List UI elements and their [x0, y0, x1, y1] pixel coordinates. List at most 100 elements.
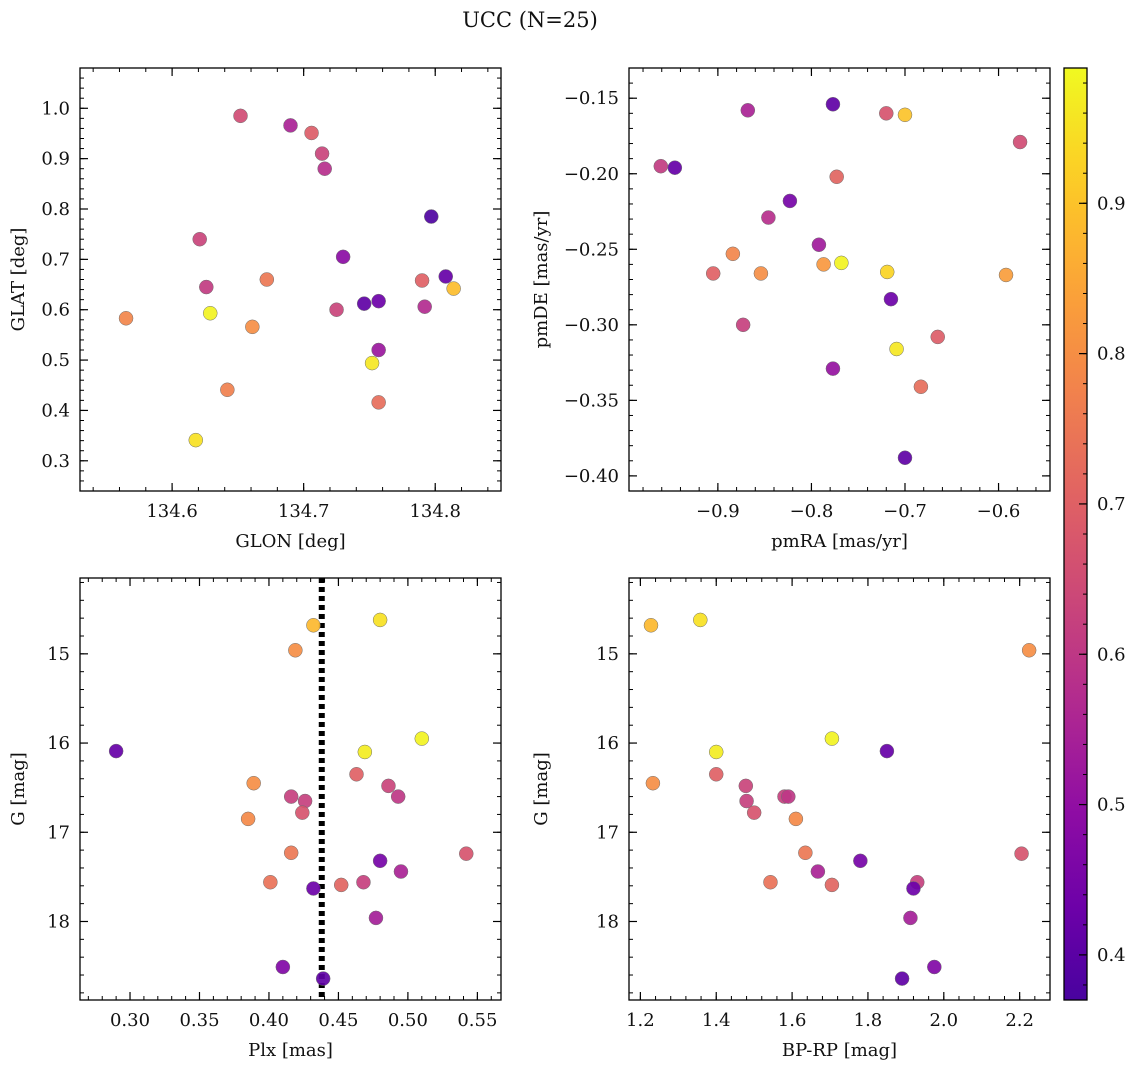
scatter-point — [438, 269, 453, 284]
scatter-point — [816, 257, 831, 272]
scatter-point — [761, 210, 776, 225]
x-tick-label: 1.6 — [778, 1010, 807, 1031]
x-tick-label: −0.9 — [696, 501, 740, 522]
y-tick-label: −0.40 — [564, 466, 619, 487]
scatter-point — [295, 805, 310, 820]
scatter-point — [459, 846, 474, 861]
scatter-point — [283, 789, 299, 804]
scatter-point — [263, 874, 278, 890]
scatter-point — [811, 237, 827, 253]
scatter-point — [220, 382, 235, 398]
x-tick-label: −0.6 — [977, 501, 1021, 522]
colorbar: 0.4 0.5 0.6 0.7 0.8 0.9 — [1063, 67, 1126, 1001]
scatter-point — [381, 778, 396, 794]
y-tick-label: 15 — [47, 644, 70, 665]
scatter-point — [333, 877, 349, 893]
scatter-point — [735, 317, 751, 333]
y-tick-label: 16 — [47, 733, 70, 754]
scatter-point — [446, 281, 461, 296]
y-tick-label: 0.6 — [41, 300, 70, 321]
scatter-point — [824, 877, 840, 893]
colorbar-tick-label: 0.4 — [1097, 945, 1126, 966]
scatter-point — [829, 169, 844, 185]
scatter-point — [998, 267, 1014, 283]
x-axis-label: GLON [deg] — [235, 531, 345, 552]
x-tick-label: 0.45 — [318, 1010, 358, 1031]
scatter-point — [371, 395, 386, 410]
scatter-points — [108, 612, 474, 986]
x-tick-label: 134.6 — [146, 501, 198, 522]
x-tick-label: 2.2 — [1005, 1010, 1034, 1031]
y-tick-label: −0.25 — [564, 239, 619, 260]
scatter-point — [810, 864, 826, 879]
scatter-point — [202, 305, 218, 321]
panel-pmra-pmde: −0.9 −0.8 −0.7 −0.6 −0.40 −0.35 −0.30 −0.25 −0.2… — [531, 67, 1051, 552]
scatter-point — [781, 789, 796, 804]
scatter-point — [643, 618, 659, 633]
scatter-point — [414, 273, 430, 288]
scatter-point — [1021, 643, 1037, 658]
scatter-point — [283, 845, 299, 861]
y-tick-label: 17 — [596, 822, 619, 843]
scatter-point — [1014, 846, 1029, 861]
y-tick-label: 16 — [596, 733, 619, 754]
scatter-point — [108, 743, 124, 759]
x-tick-label: −0.8 — [790, 501, 834, 522]
scatter-point — [304, 125, 319, 141]
y-tick-label: 0.8 — [41, 199, 70, 220]
scatter-point — [825, 361, 841, 376]
scatter-points — [653, 97, 1028, 466]
scatter-point — [897, 107, 913, 123]
scatter-point — [645, 775, 661, 791]
scatter-point — [188, 432, 204, 448]
scatter-point — [317, 161, 332, 176]
scatter-point — [283, 118, 298, 133]
x-tick-label: 0.35 — [179, 1010, 219, 1031]
scatter-point — [417, 299, 432, 314]
plot-frame-bprp-g — [628, 577, 1051, 1001]
y-tick-label: 18 — [47, 911, 70, 932]
scatter-point — [357, 744, 373, 760]
scatter-point — [705, 266, 721, 281]
y-axis-label: G [mag] — [531, 752, 552, 825]
x-tick-label: −0.7 — [883, 501, 927, 522]
x-axis-label: pmRA [mas/yr] — [771, 531, 908, 552]
figure-title: UCC (N=25) — [462, 8, 598, 32]
scatter-point — [753, 266, 769, 281]
y-tick-label: 1.0 — [41, 98, 70, 119]
x-tick-label: 1.2 — [626, 1010, 655, 1031]
y-tick-label: 0.9 — [41, 149, 70, 170]
x-tick-label: 0.50 — [388, 1010, 428, 1031]
scatter-point — [740, 103, 756, 118]
scatter-point — [240, 811, 256, 827]
y-axis-label: GLAT [deg] — [8, 228, 29, 332]
scatter-point — [192, 231, 207, 247]
scatter-point — [667, 160, 683, 175]
colorbar-tick-label: 0.7 — [1097, 494, 1126, 515]
scatter-point — [306, 881, 321, 896]
y-tick-label: −0.20 — [564, 164, 619, 185]
scatter-point — [246, 775, 261, 791]
y-tick-label: −0.15 — [564, 88, 619, 109]
scatter-point — [329, 302, 344, 317]
scatter-point — [763, 874, 778, 890]
x-axis-label: BP-RP [mag] — [782, 1040, 897, 1061]
scatter-point — [356, 296, 372, 311]
scatter-point — [390, 789, 406, 804]
y-axis-label: pmDE [mas/yr] — [531, 211, 552, 349]
scatter-point — [798, 845, 813, 861]
scatter-point — [288, 643, 303, 658]
panel-plx-g: 0.30 0.35 0.40 0.45 0.50 0.55 15 16 17 18 Plx [mas… — [8, 577, 502, 1061]
colorbar-tick-label: 0.9 — [1097, 193, 1126, 214]
scatter-point — [372, 853, 388, 869]
scatter-point — [879, 743, 895, 759]
scatter-point — [927, 959, 942, 975]
scatter-point — [1012, 134, 1028, 150]
x-tick-label: 0.30 — [110, 1010, 150, 1031]
x-tick-label: 134.8 — [409, 501, 461, 522]
scatter-point — [245, 319, 260, 335]
y-tick-label: −0.30 — [564, 315, 619, 336]
x-tick-label: 1.8 — [854, 1010, 883, 1031]
colorbar-tick-label: 0.5 — [1097, 795, 1126, 816]
scatter-point — [739, 793, 754, 809]
